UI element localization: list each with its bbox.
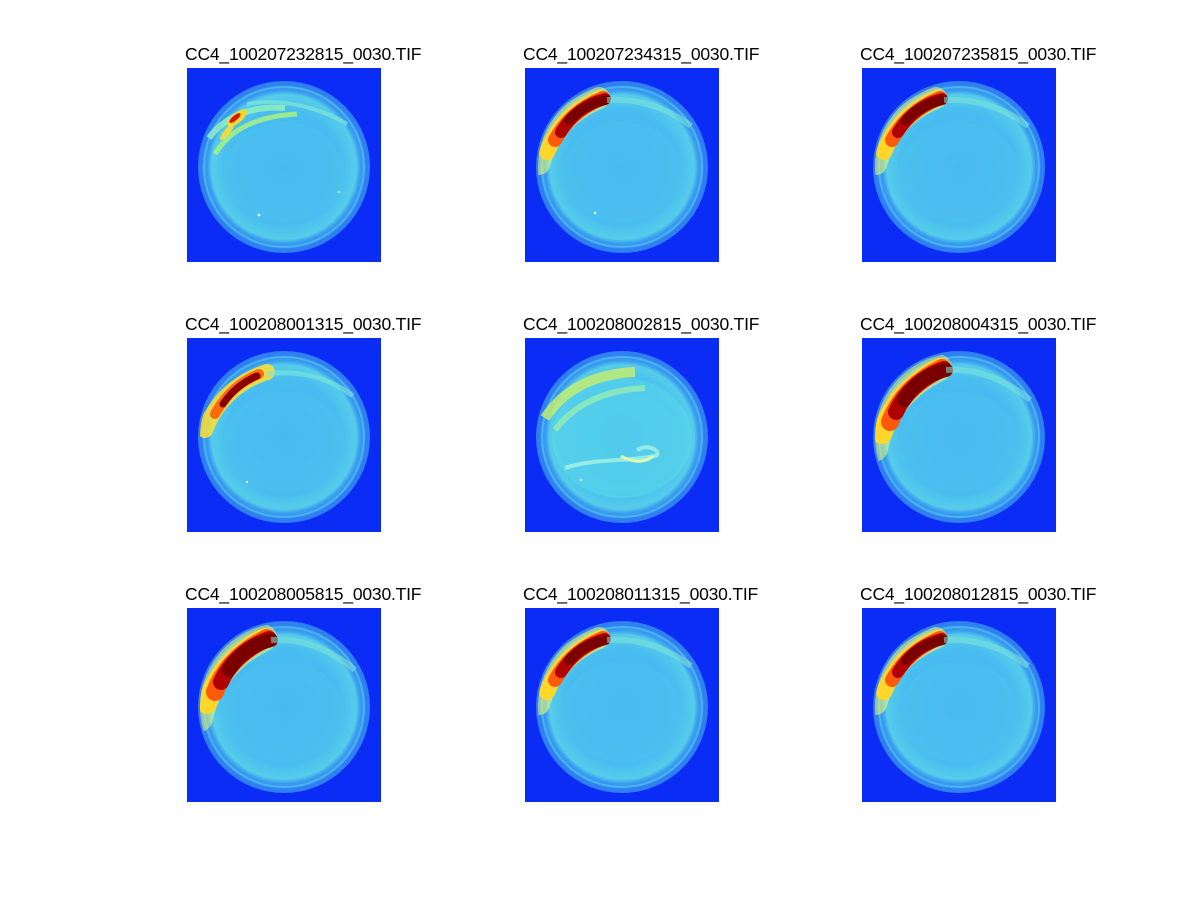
allsky-image [525, 608, 719, 802]
allsky-panel-4: CC4_100208001315_0030.TIF [185, 314, 422, 532]
panel-title: CC4_100207232815_0030.TIF [185, 44, 422, 64]
allsky-image [862, 68, 1056, 262]
allsky-image [862, 338, 1056, 532]
allsky-panel-8: CC4_100208011315_0030.TIF [523, 584, 758, 802]
panel-title: CC4_100208002815_0030.TIF [523, 314, 760, 334]
panel-title: CC4_100208012815_0030.TIF [860, 584, 1097, 604]
panel-title: CC4_100208011315_0030.TIF [523, 584, 759, 604]
panel-title: CC4_100207235815_0030.TIF [860, 44, 1097, 64]
panel-title: CC4_100208001315_0030.TIF [185, 314, 422, 334]
panel-title: CC4_100208004315_0030.TIF [860, 314, 1097, 334]
allsky-panel-2: CC4_100207234315_0030.TIF [523, 44, 760, 262]
allsky-panel-6: CC4_100208004315_0030.TIF [860, 314, 1097, 532]
allsky-image [187, 338, 381, 532]
panel-title: CC4_100208005815_0030.TIF [185, 584, 422, 604]
panel-title: CC4_100207234315_0030.TIF [523, 44, 760, 64]
allsky-panel-5: CC4_100208002815_0030.TIF [523, 314, 760, 532]
allsky-panel-9: CC4_100208012815_0030.TIF [860, 584, 1097, 802]
allsky-panel-3: CC4_100207235815_0030.TIF [860, 44, 1097, 262]
allsky-image [525, 68, 719, 262]
allsky-image [862, 608, 1056, 802]
allsky-panel-7: CC4_100208005815_0030.TIF [185, 584, 422, 802]
allsky-image [525, 338, 719, 532]
allsky-image [187, 68, 381, 262]
allsky-panel-1: CC4_100207232815_0030.TIF [185, 44, 422, 262]
allsky-image [187, 608, 381, 802]
